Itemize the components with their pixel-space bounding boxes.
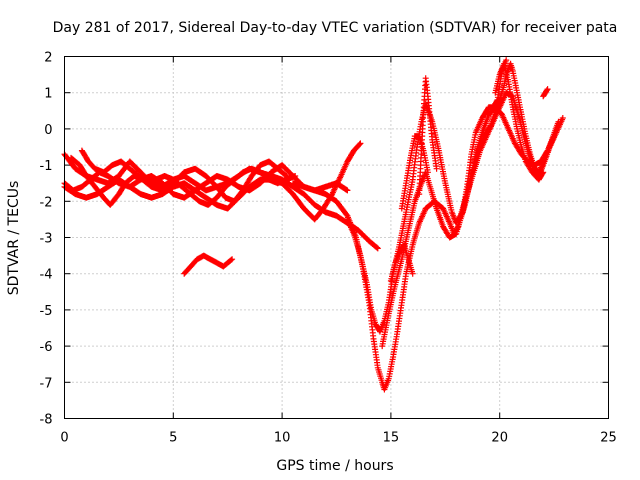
y-tick-label: -4: [40, 268, 53, 283]
y-tick-label: -6: [40, 340, 53, 355]
series-plus-markers: [78, 147, 299, 208]
data-series: [379, 89, 562, 350]
plot-frame: [64, 56, 609, 419]
grid-lines: [64, 56, 609, 419]
series-plus-markers: [379, 89, 562, 350]
series-plus-markers: [459, 57, 510, 216]
data-series: [459, 57, 510, 216]
y-tick-label: -1: [40, 159, 53, 174]
data-series: [181, 252, 236, 277]
x-tick-label: 0: [60, 431, 68, 446]
x-tick-label: 25: [600, 431, 617, 446]
x-tick-label: 15: [383, 431, 400, 446]
series-plus-markers: [181, 252, 236, 277]
series-plus-markers: [416, 75, 440, 198]
data-series: [540, 86, 551, 100]
data-points: [61, 57, 566, 393]
x-axis-label: GPS time / hours: [276, 458, 393, 474]
x-tick-label: 20: [491, 431, 508, 446]
series-plus-markers: [540, 86, 551, 100]
y-tick-label: 0: [44, 123, 52, 138]
y-tick-label: -2: [40, 195, 53, 210]
y-axis-label: SDTVAR / TECUs: [6, 181, 22, 296]
data-series: [416, 75, 440, 198]
x-tick-label: 10: [274, 431, 291, 446]
series-plus-markers: [492, 60, 547, 183]
y-tick-label: -8: [40, 413, 53, 428]
x-tick-label: 5: [169, 431, 177, 446]
data-series: [78, 147, 299, 208]
y-tick-label: 2: [44, 51, 52, 66]
data-series: [492, 60, 547, 183]
y-tick-label: -7: [40, 376, 53, 391]
y-tick-label: 1: [44, 87, 52, 102]
chart-title: Day 281 of 2017, Sidereal Day-to-day VTE…: [53, 20, 618, 36]
y-tick-label: -5: [40, 304, 53, 319]
series-plus-markers: [387, 241, 416, 284]
y-tick-label: -3: [40, 232, 53, 247]
data-series: [387, 241, 416, 284]
